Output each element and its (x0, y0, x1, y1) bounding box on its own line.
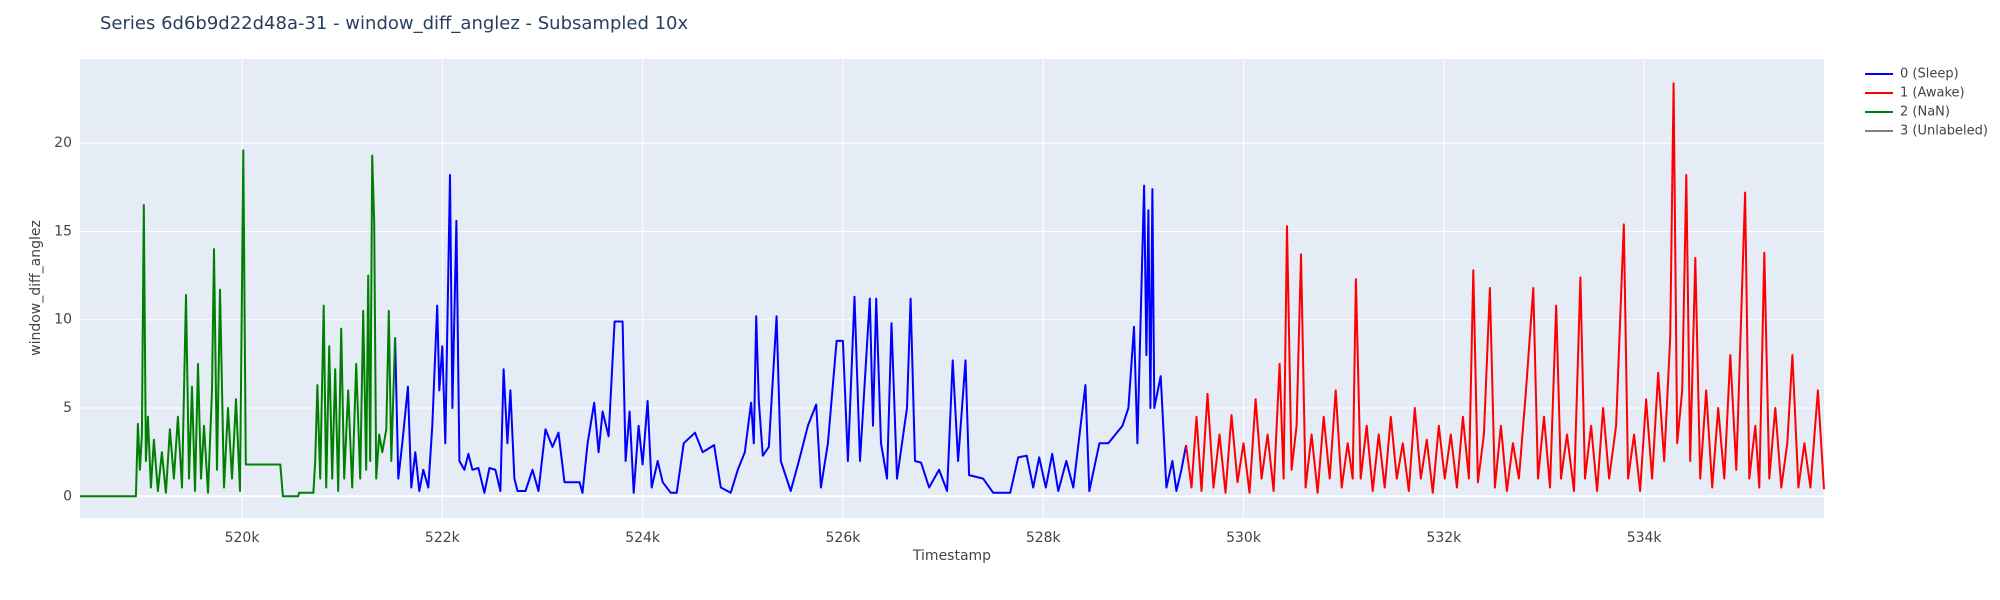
x-tick-label: 520k (225, 530, 261, 546)
y-tick-label: 20 (54, 135, 72, 151)
x-tick-label: 530k (1226, 530, 1262, 546)
plot (80, 82, 1825, 498)
y-tick-label: 0 (63, 488, 72, 504)
plot-background (80, 59, 1824, 518)
x-tick-label: 522k (425, 530, 461, 546)
legend-label: 3 (Unlabeled) (1900, 124, 1988, 139)
x-tick-label: 526k (826, 530, 862, 546)
x-tick-label: 534k (1627, 530, 1663, 546)
legend: 0 (Sleep) 1 (Awake) 2 (NaN) 3 (Unlabeled) (1865, 67, 1988, 139)
series-line (1185, 82, 1825, 494)
x-tick-label: 524k (625, 530, 661, 546)
y-axis-title: window_diff_anglez (28, 220, 44, 356)
series-line (394, 174, 1188, 494)
x-tick-label: 532k (1426, 530, 1462, 546)
y-tick-label: 10 (54, 312, 72, 328)
chart-title: Series 6d6b9d22d48a-31 - window_diff_ang… (100, 13, 689, 34)
y-tick-label: 15 (54, 223, 72, 239)
legend-label: 1 (Awake) (1900, 86, 1965, 101)
y-tick-label: 5 (63, 400, 72, 416)
x-tick-label: 528k (1026, 530, 1062, 546)
series-line (80, 149, 397, 498)
legend-label: 2 (NaN) (1900, 105, 1950, 120)
legend-label: 0 (Sleep) (1900, 67, 1959, 82)
x-axis-title: Timestamp (912, 548, 991, 564)
